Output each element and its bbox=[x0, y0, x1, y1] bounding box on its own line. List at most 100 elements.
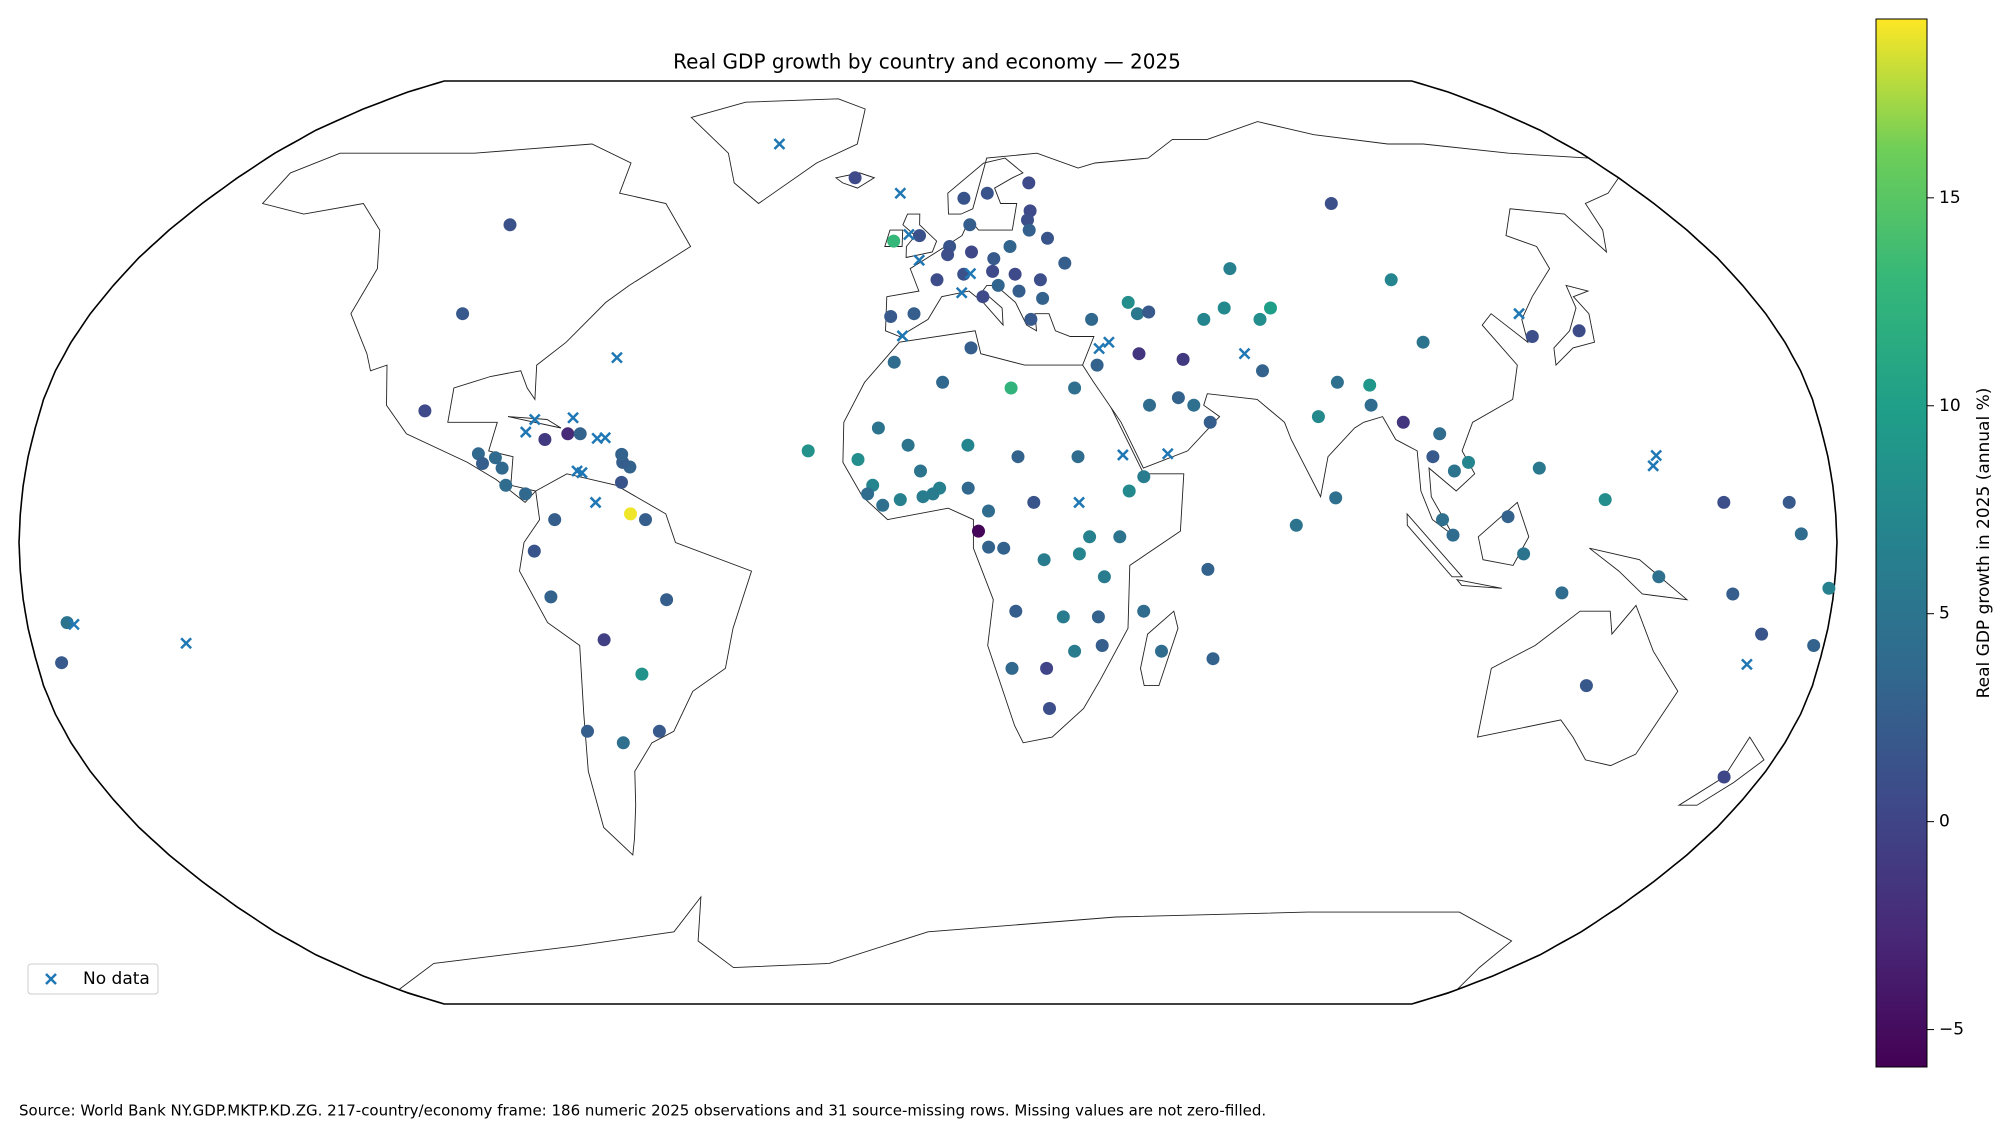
gdp-point bbox=[471, 447, 485, 461]
no-data-marker bbox=[1093, 342, 1106, 355]
gdp-point bbox=[987, 252, 1001, 266]
gdp-point bbox=[1083, 530, 1097, 544]
gdp-point bbox=[519, 487, 532, 501]
gdp-point bbox=[1447, 464, 1461, 478]
gdp-point bbox=[1003, 240, 1017, 253]
no-data-marker bbox=[1073, 496, 1085, 509]
gdp-point bbox=[1095, 639, 1109, 652]
no-data-marker bbox=[773, 138, 786, 150]
gdp-point bbox=[624, 507, 637, 521]
gdp-point bbox=[1717, 770, 1731, 784]
land-shape bbox=[1455, 579, 1502, 589]
gdp-point bbox=[1143, 398, 1156, 412]
land bbox=[261, 98, 1765, 1004]
gdp-point bbox=[1197, 312, 1211, 326]
no-data-marker bbox=[1647, 459, 1660, 472]
no-data-marker bbox=[68, 618, 80, 631]
gdp-point bbox=[1807, 639, 1821, 652]
gdp-point bbox=[972, 524, 985, 538]
gdp-point bbox=[1324, 197, 1338, 210]
land-shape bbox=[1553, 284, 1596, 367]
gdp-point bbox=[1085, 312, 1099, 326]
gdp-point bbox=[1822, 581, 1836, 595]
gdp-point bbox=[1755, 627, 1769, 641]
gdp-point bbox=[544, 590, 558, 604]
gdp-point bbox=[1113, 530, 1127, 544]
no-data-marker bbox=[903, 228, 915, 241]
legend-label: No data bbox=[83, 969, 150, 989]
gdp-point bbox=[982, 504, 995, 518]
no-data-marker bbox=[964, 267, 977, 280]
no-data-marker bbox=[955, 286, 968, 299]
gdp-point bbox=[884, 310, 898, 323]
gdp-point bbox=[1041, 231, 1054, 245]
gdp-point bbox=[1264, 301, 1277, 315]
land-shape bbox=[1406, 512, 1464, 578]
gdp-point bbox=[926, 487, 940, 501]
no-data-marker bbox=[576, 466, 588, 479]
gdp-point bbox=[1090, 358, 1104, 372]
gdp-point bbox=[1011, 450, 1025, 464]
gdp-point bbox=[1058, 256, 1072, 270]
gdp-point bbox=[1717, 495, 1731, 509]
gdp-point bbox=[1137, 470, 1151, 484]
gdp-point bbox=[1726, 587, 1740, 601]
gdp-point bbox=[1416, 335, 1430, 349]
gdp-point bbox=[965, 245, 978, 259]
land-shape bbox=[1476, 604, 1679, 767]
gdp-point bbox=[538, 433, 552, 446]
land-shape bbox=[519, 473, 753, 856]
gdp-point bbox=[871, 421, 885, 435]
gdp-point bbox=[1024, 312, 1038, 326]
gdp-point bbox=[1253, 312, 1267, 326]
gdp-point bbox=[851, 453, 865, 466]
chart-title: Real GDP growth by country and economy —… bbox=[673, 50, 1181, 74]
gdp-point bbox=[997, 541, 1011, 555]
gdp-point bbox=[1652, 570, 1666, 584]
gdp-point bbox=[1155, 644, 1168, 658]
gdp-point bbox=[1056, 610, 1070, 624]
gdp-point bbox=[986, 264, 1000, 278]
gdp-point bbox=[930, 273, 944, 287]
gdp-point bbox=[1364, 398, 1378, 412]
gdp-point bbox=[914, 464, 927, 478]
gdp-point bbox=[1782, 495, 1796, 509]
gdp-point bbox=[1091, 610, 1105, 624]
gdp-point bbox=[1068, 644, 1082, 658]
gdp-point bbox=[1517, 547, 1531, 561]
no-data-marker bbox=[1117, 449, 1129, 461]
gdp-point bbox=[991, 278, 1005, 292]
gdp-point bbox=[976, 290, 990, 304]
gdp-point bbox=[1217, 301, 1231, 315]
gdp-point bbox=[1072, 547, 1086, 561]
land-shape bbox=[690, 98, 866, 205]
gdp-point bbox=[1329, 491, 1343, 505]
gdp-point bbox=[801, 444, 815, 458]
no-data-marker bbox=[180, 637, 193, 650]
gdp-point bbox=[1446, 528, 1460, 542]
gdp-point bbox=[1009, 604, 1023, 618]
gdp-point bbox=[581, 724, 594, 738]
gdp-point bbox=[1363, 378, 1377, 392]
gdp-point bbox=[499, 478, 513, 492]
gdp-point bbox=[848, 171, 862, 185]
gdp-point bbox=[1071, 450, 1085, 464]
gdp-point bbox=[1027, 495, 1041, 509]
gdp-point bbox=[901, 438, 915, 452]
colorbar-ticks: −5 0 5 10 15 bbox=[1927, 188, 1964, 1040]
colorbar-tick-label: 15 bbox=[1939, 188, 1961, 208]
gdp-point bbox=[1579, 679, 1593, 693]
gdp-point bbox=[1142, 305, 1156, 319]
land-shape bbox=[1589, 547, 1689, 601]
gdp-point bbox=[1008, 267, 1022, 281]
gdp-point bbox=[597, 633, 611, 647]
land-shape bbox=[261, 143, 692, 504]
gdp-point bbox=[1330, 375, 1344, 389]
gdp-point bbox=[456, 307, 470, 321]
markers bbox=[55, 138, 1836, 784]
colorbar-tick-label: −5 bbox=[1939, 1020, 1964, 1040]
gdp-point bbox=[1005, 661, 1019, 675]
gdp-point bbox=[1203, 415, 1217, 429]
no-data-marker bbox=[1741, 658, 1753, 671]
